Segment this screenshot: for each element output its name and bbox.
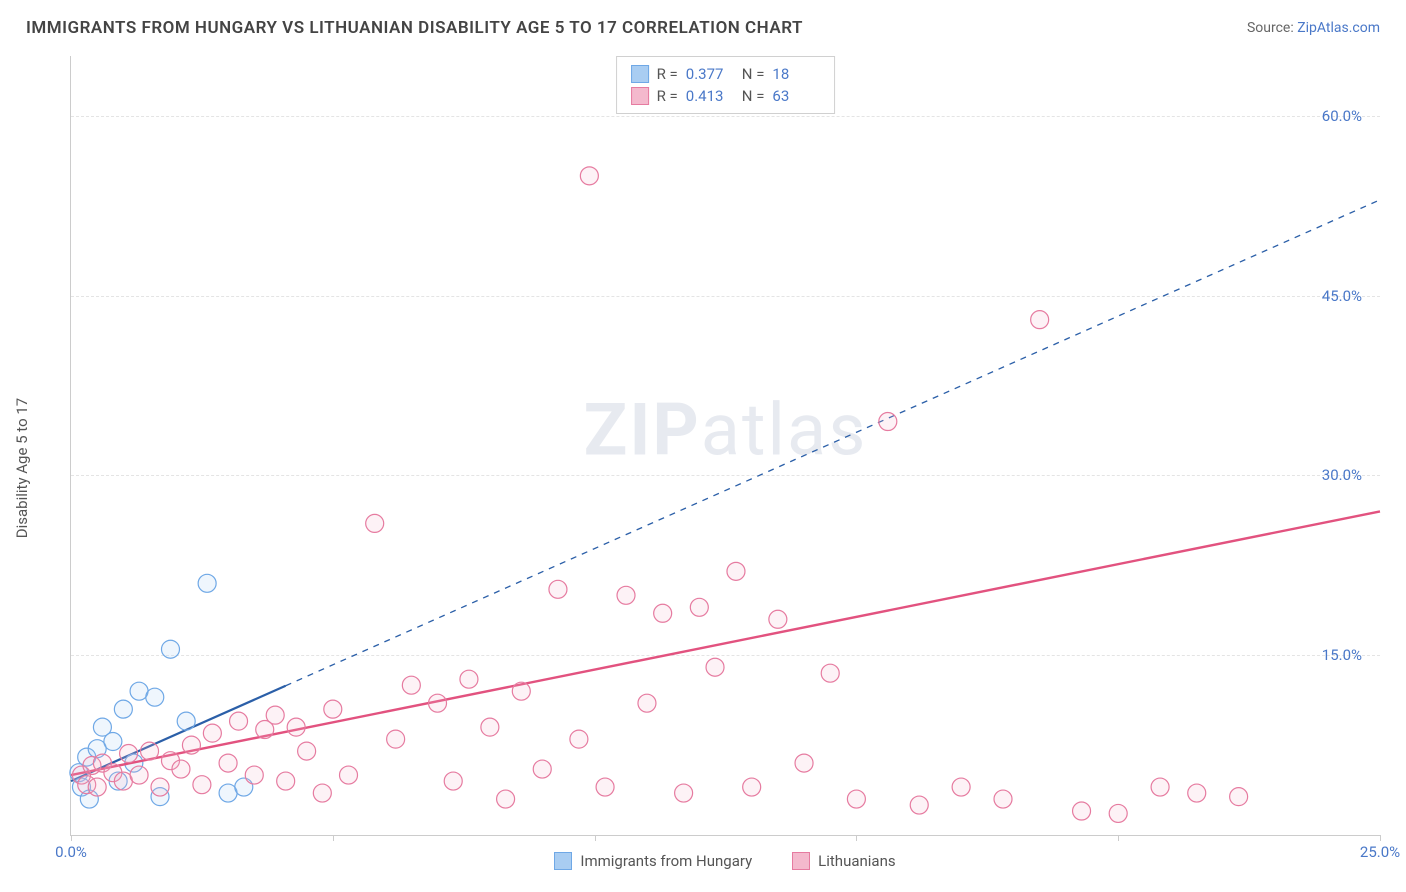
data-point <box>313 784 331 802</box>
data-point <box>549 580 567 598</box>
data-point <box>277 772 295 790</box>
data-point <box>1151 778 1169 796</box>
bottom-legend: Immigrants from Hungary Lithuanians <box>70 852 1380 870</box>
chart-title: IMMIGRANTS FROM HUNGARY VS LITHUANIAN DI… <box>26 18 803 38</box>
data-point <box>638 694 656 712</box>
data-point <box>141 742 159 760</box>
data-point <box>910 796 928 814</box>
data-point <box>1073 802 1091 820</box>
stat-n-value-1: 63 <box>772 87 820 105</box>
swatch-series-0 <box>631 65 649 83</box>
stat-r-value-1: 0.413 <box>686 87 734 105</box>
stat-r-value-0: 0.377 <box>686 65 734 83</box>
data-point <box>114 700 132 718</box>
header: IMMIGRANTS FROM HUNGARY VS LITHUANIAN DI… <box>0 0 1406 48</box>
legend-label-1: Lithuanians <box>818 852 895 870</box>
data-point <box>1188 784 1206 802</box>
data-point <box>444 772 462 790</box>
stats-row-1: R = 0.413 N = 63 <box>631 85 821 107</box>
stats-row-0: R = 0.377 N = 18 <box>631 63 821 85</box>
data-point <box>88 778 106 796</box>
data-point <box>366 514 384 532</box>
data-point <box>952 778 970 796</box>
data-point <box>596 778 614 796</box>
data-point <box>120 745 138 763</box>
source-label: Source: <box>1247 20 1297 36</box>
x-tick <box>595 835 596 841</box>
data-point <box>266 706 284 724</box>
source-attribution: Source: ZipAtlas.com <box>1247 20 1380 36</box>
data-point <box>203 724 221 742</box>
data-point <box>193 776 211 794</box>
data-point <box>130 766 148 784</box>
data-point <box>298 742 316 760</box>
data-point <box>690 598 708 616</box>
data-point <box>570 730 588 748</box>
data-point <box>1031 311 1049 329</box>
legend-swatch-1 <box>792 852 810 870</box>
data-point <box>1109 804 1127 822</box>
stat-r-label-1: R = <box>657 87 678 105</box>
x-tick <box>856 835 857 841</box>
x-tick <box>71 835 72 841</box>
data-point <box>512 682 530 700</box>
data-point <box>743 778 761 796</box>
data-point <box>1230 788 1248 806</box>
data-point <box>151 778 169 796</box>
data-point <box>580 167 598 185</box>
data-point <box>429 694 447 712</box>
data-point <box>402 676 420 694</box>
data-point <box>460 670 478 688</box>
data-point <box>497 790 515 808</box>
stat-n-label-1: N = <box>742 87 765 105</box>
chart-container: Disability Age 5 to 17 ZIPatlas R = 0.37… <box>26 56 1380 880</box>
data-point <box>769 610 787 628</box>
x-tick <box>1118 835 1119 841</box>
data-point <box>340 766 358 784</box>
data-point <box>706 658 724 676</box>
data-point <box>654 604 672 622</box>
stat-n-value-0: 18 <box>772 65 820 83</box>
stat-r-label-0: R = <box>657 65 678 83</box>
plot-area: ZIPatlas R = 0.377 N = 18 R = 0.413 N = … <box>70 56 1380 836</box>
plot-svg <box>71 56 1380 835</box>
data-point <box>387 730 405 748</box>
data-point <box>847 790 865 808</box>
stats-legend-box: R = 0.377 N = 18 R = 0.413 N = 63 <box>616 56 836 114</box>
data-point <box>994 790 1012 808</box>
data-point <box>172 760 190 778</box>
data-point <box>617 586 635 604</box>
data-point <box>161 640 179 658</box>
x-tick <box>333 835 334 841</box>
data-point <box>104 733 122 751</box>
y-axis-title: Disability Age 5 to 17 <box>13 398 31 538</box>
data-point <box>245 766 263 784</box>
data-point <box>879 413 897 431</box>
legend-label-0: Immigrants from Hungary <box>580 852 752 870</box>
data-point <box>287 718 305 736</box>
source-link[interactable]: ZipAtlas.com <box>1297 20 1380 36</box>
data-point <box>821 664 839 682</box>
data-point <box>198 574 216 592</box>
data-point <box>177 712 195 730</box>
legend-swatch-0 <box>554 852 572 870</box>
data-point <box>795 754 813 772</box>
data-point <box>324 700 342 718</box>
data-point <box>727 562 745 580</box>
data-point <box>230 712 248 730</box>
data-point <box>533 760 551 778</box>
trendline-dashed-0 <box>286 200 1380 686</box>
data-point <box>219 754 237 772</box>
stat-n-label-0: N = <box>742 65 765 83</box>
legend-item-1: Lithuanians <box>792 852 895 870</box>
data-point <box>182 736 200 754</box>
x-tick <box>1380 835 1381 841</box>
swatch-series-1 <box>631 87 649 105</box>
legend-item-0: Immigrants from Hungary <box>554 852 752 870</box>
data-point <box>481 718 499 736</box>
data-point <box>146 688 164 706</box>
data-point <box>675 784 693 802</box>
